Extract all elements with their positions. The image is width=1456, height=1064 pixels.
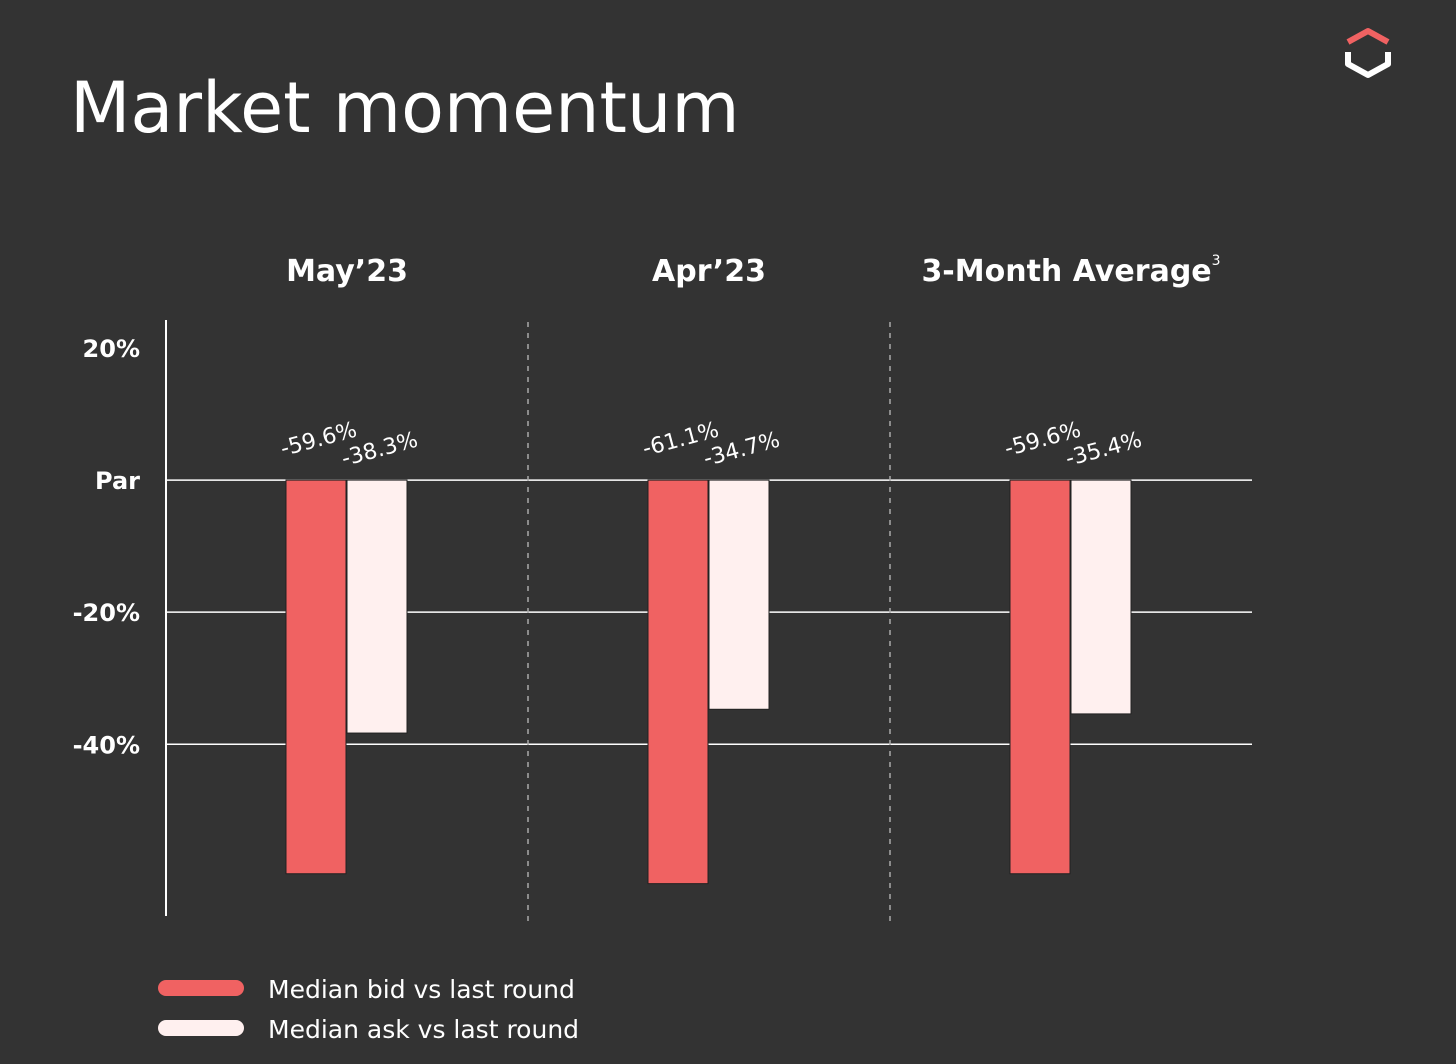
x-tick-label: Apr’23	[652, 254, 766, 289]
chart-title: Market momentum	[70, 67, 740, 149]
y-tick-label: 20%	[83, 335, 140, 363]
bar	[647, 479, 709, 885]
category-name: 3-Month Average	[921, 254, 1211, 289]
x-tick-label: 3-Month Average3	[921, 253, 1220, 289]
logo	[1345, 28, 1391, 78]
y-tick-label: -20%	[73, 599, 140, 627]
bar	[1009, 479, 1071, 875]
x-tick-label: May’23	[286, 254, 408, 289]
footnote-mark: 3	[1212, 253, 1221, 269]
y-tick-label: Par	[95, 467, 140, 495]
category-name: May’23	[286, 254, 408, 289]
bar	[346, 479, 408, 734]
legend-label: Median bid vs last round	[268, 975, 575, 1004]
legend-swatch	[158, 980, 244, 996]
legend-label: Median ask vs last round	[268, 1015, 579, 1044]
category-name: Apr’23	[652, 254, 766, 289]
y-tick-label: -40%	[73, 731, 140, 759]
legend-swatch	[158, 1020, 244, 1036]
bar	[1070, 479, 1132, 715]
bar	[285, 479, 347, 875]
bar	[708, 479, 770, 710]
